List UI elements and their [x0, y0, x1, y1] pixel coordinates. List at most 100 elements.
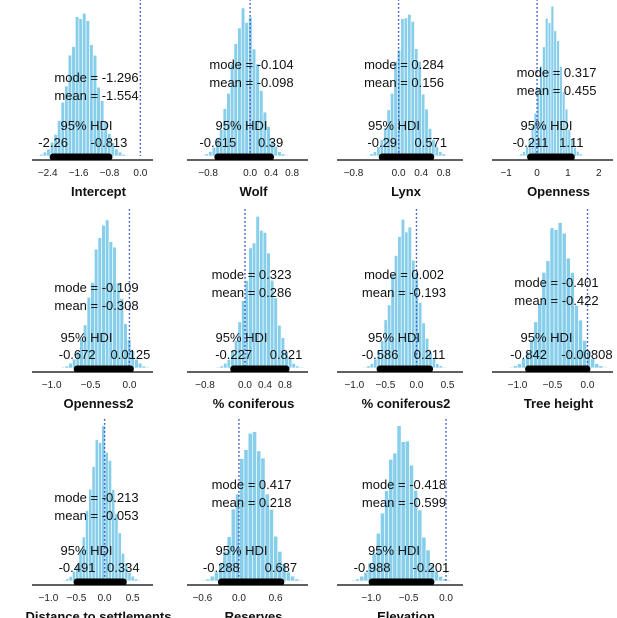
x-tick-label: 0 — [534, 168, 540, 179]
histogram-bar — [517, 363, 522, 369]
x-tick-label: −1 — [500, 168, 512, 179]
hdi-high-value: 1.11 — [559, 135, 583, 150]
mean-annotation: mean = 0.218 — [212, 495, 292, 510]
histogram-bar — [101, 224, 106, 369]
x-axis-title: Intercept — [71, 184, 127, 199]
mean-annotation: mean = -0.308 — [54, 298, 138, 313]
histogram-bar — [594, 363, 600, 369]
histogram-bar — [216, 366, 221, 369]
histogram-bar — [513, 365, 518, 369]
hdi-label: 95% HDI — [60, 118, 112, 133]
histogram-bar — [392, 452, 398, 582]
x-tick-label: 0.8 — [285, 168, 299, 179]
x-tick-label: −1.0 — [39, 593, 59, 604]
mean-annotation: mean = -1.554 — [54, 88, 138, 103]
hdi-low-value: -0.491 — [59, 560, 96, 575]
hdi-low-value: -0.988 — [354, 560, 391, 575]
x-tick-label: 0.0 — [439, 593, 453, 604]
x-tick-label: 0.0 — [410, 380, 424, 391]
histogram-bar — [366, 365, 371, 369]
panel--coniferous2: −1.0 −0.5 0.0 0.5 mode = 0.002 mean = -0.193 9… — [337, 209, 463, 411]
histogram-bar — [137, 579, 142, 582]
x-tick-label: 0.4 — [258, 380, 272, 391]
histogram-bar — [280, 153, 286, 157]
mode-annotation: mode = 0.284 — [364, 57, 444, 72]
hdi-high-value: -0.813 — [91, 135, 128, 150]
mean-annotation: mean = -0.098 — [209, 75, 293, 90]
histogram-bar — [252, 242, 257, 369]
x-tick-label: 0.6 — [269, 593, 283, 604]
histogram-bar — [205, 578, 211, 582]
x-axis-title: % coniferous2 — [362, 396, 451, 411]
histogram-bar — [369, 153, 374, 157]
hdi-high-value: 0.571 — [415, 135, 448, 150]
histogram-bar — [62, 579, 67, 582]
mean-annotation: mean = 0.156 — [364, 75, 444, 90]
histogram-bar — [204, 153, 209, 157]
mean-annotation: mean = -0.193 — [362, 285, 446, 300]
hdi-label: 95% HDI — [60, 330, 112, 345]
hdi-low-value: -0.29 — [367, 135, 397, 150]
histogram-bar — [237, 27, 242, 157]
histogram-bar — [372, 151, 377, 157]
panel-openness2: −1.0 −0.5 0.0 mode = -0.109 mean = -0.308 95%… — [32, 209, 153, 411]
panel-reserves: −0.6 0.0 0.6 mode = 0.417 mean = 0.218 95% HD… — [187, 419, 308, 618]
histogram-bar — [369, 363, 374, 369]
histogram-bar — [75, 16, 80, 157]
x-axis-title: Distance to settlements — [26, 609, 172, 618]
histogram-bar — [201, 579, 207, 582]
histogram-bar — [516, 154, 521, 157]
mode-annotation: mode = -0.109 — [54, 280, 138, 295]
x-tick-label: −2.4 — [38, 168, 58, 179]
mode-annotation: mode = -1.296 — [54, 70, 138, 85]
hdi-label: 95% HDI — [368, 543, 420, 558]
histogram-bar — [291, 363, 296, 369]
x-tick-label: 0.5 — [441, 380, 455, 391]
histogram-bar — [400, 441, 406, 582]
mode-annotation: mode = 0.002 — [364, 267, 444, 282]
hdi-high-value: 0.39 — [258, 135, 283, 150]
histogram-bar — [366, 154, 371, 157]
histogram-bar — [363, 366, 368, 369]
histogram-bar — [438, 365, 443, 369]
histogram-bar — [355, 578, 360, 582]
histogram-bar — [141, 365, 146, 369]
panel--coniferous: −0.8 0.0 0.4 0.8 mode = 0.323 mean = 0.286 95%… — [187, 209, 308, 411]
histogram-bar — [508, 366, 514, 369]
x-tick-label: 0.0 — [133, 168, 147, 179]
x-tick-label: 0.0 — [243, 168, 257, 179]
hdi-label: 95% HDI — [520, 330, 572, 345]
x-tick-label: 2 — [596, 168, 602, 179]
histogram-bar — [64, 365, 70, 369]
histogram-bar — [438, 576, 443, 582]
hdi-high-value: 0.687 — [265, 560, 298, 575]
histogram-bar — [114, 148, 119, 157]
x-tick-label: −1.0 — [344, 380, 364, 391]
panel-distance-to-settlements: −1.0 −0.5 0.0 0.5 mode = -0.213 mean = -0.053… — [26, 419, 172, 618]
x-tick-label: 0.0 — [581, 380, 595, 391]
histogram-bar — [576, 151, 580, 157]
hdi-high-value: 0.821 — [270, 347, 303, 362]
histogram-bar — [581, 154, 586, 157]
mean-annotation: mean = 0.286 — [212, 285, 292, 300]
histogram-bar — [602, 366, 608, 369]
histogram-bar — [39, 153, 44, 157]
histogram-bar — [404, 440, 410, 582]
x-axis-title: Tree height — [524, 396, 594, 411]
x-tick-label: −0.6 — [192, 593, 212, 604]
mean-annotation: mean = 0.455 — [517, 83, 597, 98]
histogram-bar — [65, 578, 70, 582]
histogram-bar — [431, 358, 436, 369]
mode-annotation: mode = -0.104 — [209, 57, 293, 72]
x-tick-label: −0.8 — [195, 380, 215, 391]
histogram-bar — [298, 366, 304, 369]
panel-intercept: −2.4 −1.6 −0.8 0.0 mode = -1.296 mean = -1.55… — [32, 0, 153, 199]
x-tick-label: −0.8 — [344, 168, 364, 179]
hdi-high-value: 0.0125 — [111, 347, 151, 362]
histogram-bar — [445, 154, 450, 157]
histogram-bar — [209, 575, 215, 582]
histogram-bar — [438, 151, 443, 157]
x-tick-label: 0.0 — [98, 593, 112, 604]
histogram-bar — [134, 578, 138, 582]
panel-openness: −1 0 1 2 mode = 0.317 mean = 0.455 95% HDI -0.2… — [492, 0, 613, 199]
